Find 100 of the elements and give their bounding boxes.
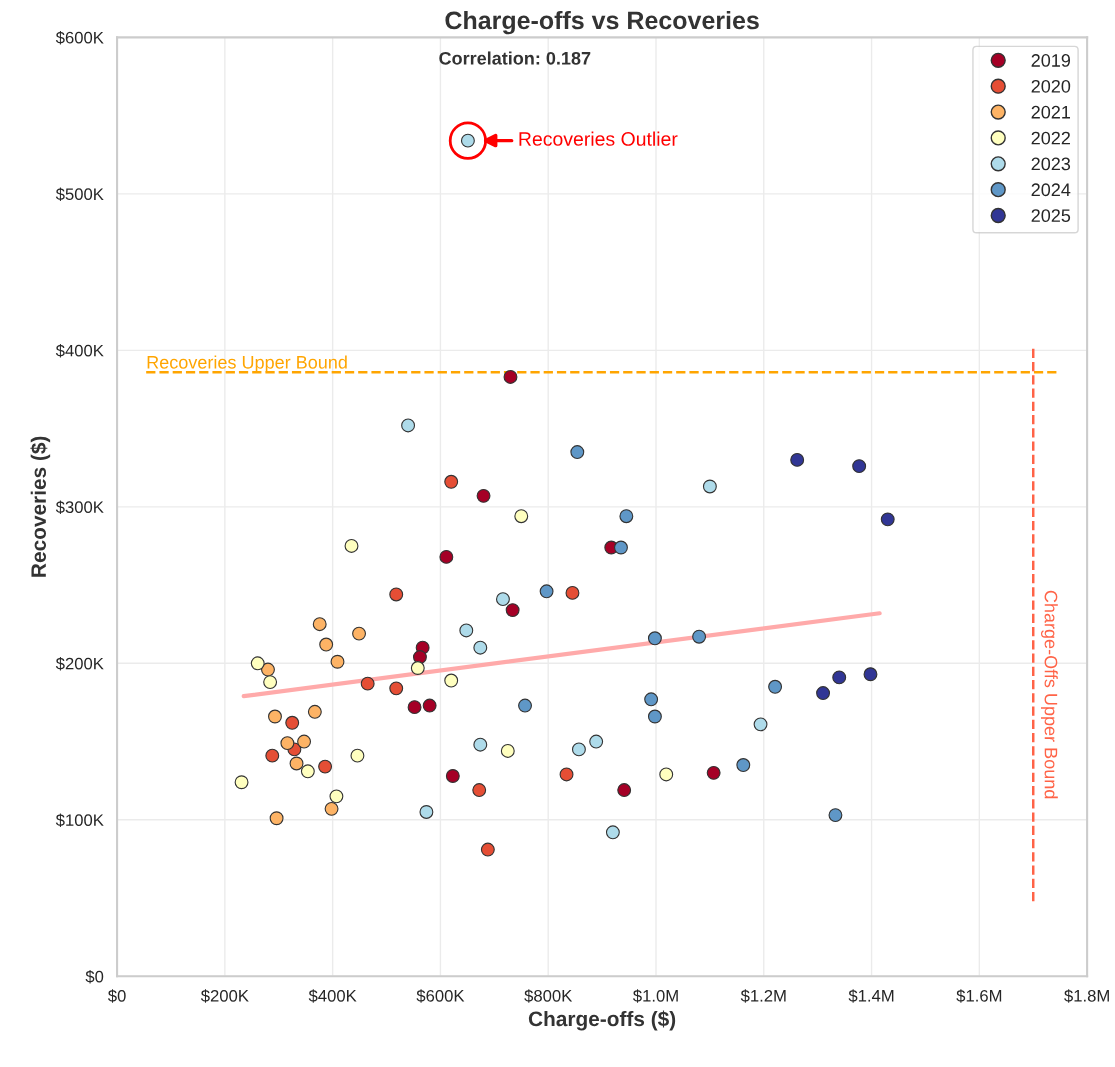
x-tick-label: $1.4M xyxy=(848,989,894,1003)
point xyxy=(500,743,515,758)
x-tick-label: $1.2M xyxy=(740,989,786,1003)
legend-label: 2025 xyxy=(1031,209,1071,223)
point xyxy=(280,736,295,751)
point xyxy=(250,656,265,671)
x-tick-label: $200K xyxy=(200,989,249,1003)
annotation: Recoveries Outlier xyxy=(519,131,678,146)
point xyxy=(319,637,334,652)
point xyxy=(505,603,520,618)
y-tick-label: $200K xyxy=(55,657,104,671)
legend-label: 2022 xyxy=(1031,131,1070,145)
x-tick-label: $1.0M xyxy=(633,989,678,1003)
point xyxy=(261,662,275,677)
y-tick-label: $600K xyxy=(55,31,104,45)
point xyxy=(570,445,585,460)
point xyxy=(571,742,586,757)
point xyxy=(444,673,459,688)
x-tick-label: $1.8M xyxy=(1064,989,1109,1003)
point xyxy=(614,540,628,555)
legend-label: 2024 xyxy=(1031,183,1071,197)
point xyxy=(289,756,304,771)
point xyxy=(617,783,632,798)
legend-label: 2019 xyxy=(1031,54,1071,67)
point xyxy=(495,592,510,607)
ref-line-label: Charge-Offs Upper Bound xyxy=(1040,590,1058,799)
point xyxy=(790,452,805,467)
point xyxy=(330,654,345,669)
point xyxy=(518,698,532,713)
point xyxy=(692,629,707,644)
y-tick-label: $0 xyxy=(85,970,104,984)
point xyxy=(832,670,847,685)
point xyxy=(410,661,425,675)
point xyxy=(389,587,404,602)
point xyxy=(828,808,843,823)
y-tick-label: $300K xyxy=(55,500,104,515)
point xyxy=(565,585,580,600)
point xyxy=(702,479,717,494)
x-tick-label: $0 xyxy=(107,989,126,1003)
point xyxy=(269,811,284,826)
point xyxy=(344,538,359,553)
point xyxy=(476,488,491,503)
legend-label: 2023 xyxy=(1031,157,1071,171)
point xyxy=(539,584,554,599)
y-tick-label: $100K xyxy=(55,813,104,828)
x-tick-label: $400K xyxy=(308,989,357,1003)
point xyxy=(480,842,495,857)
point xyxy=(300,764,315,779)
point xyxy=(352,626,367,641)
point xyxy=(473,640,488,655)
x-axis-title: Charge-offs ($) xyxy=(528,1010,676,1031)
point xyxy=(439,549,454,564)
point xyxy=(389,681,404,696)
point xyxy=(816,686,831,701)
point xyxy=(605,825,620,840)
point xyxy=(659,767,674,782)
point xyxy=(473,737,488,752)
point xyxy=(647,631,662,646)
point xyxy=(350,748,365,763)
y-axis-title: Recoveries ($) xyxy=(30,436,51,577)
point xyxy=(312,617,327,632)
point xyxy=(445,769,460,783)
point xyxy=(419,805,434,819)
point xyxy=(263,675,278,690)
point xyxy=(307,704,322,719)
point xyxy=(514,509,529,524)
y-tick-label: $400K xyxy=(55,344,104,358)
point xyxy=(324,801,339,816)
point xyxy=(265,748,280,763)
point xyxy=(753,717,768,732)
y-tick-label: $500K xyxy=(55,187,104,202)
point xyxy=(852,459,867,474)
point xyxy=(234,775,249,790)
point xyxy=(407,700,422,715)
point xyxy=(422,698,437,713)
point xyxy=(736,758,751,772)
point xyxy=(329,789,344,804)
point xyxy=(459,623,474,638)
point xyxy=(444,474,459,489)
legend-label: 2021 xyxy=(1031,105,1070,119)
point xyxy=(268,709,282,724)
point xyxy=(706,765,721,780)
point xyxy=(559,767,574,782)
legend-label: 2020 xyxy=(1031,79,1071,93)
point xyxy=(297,734,312,749)
x-tick-label: $600K xyxy=(416,989,465,1003)
point xyxy=(318,759,333,774)
point xyxy=(360,676,375,691)
annotation: Correlation: 0.187 xyxy=(439,51,591,65)
point xyxy=(880,512,895,527)
point xyxy=(644,692,659,707)
point xyxy=(589,734,604,749)
point xyxy=(472,783,487,798)
point xyxy=(619,509,634,524)
point xyxy=(401,418,416,433)
x-tick-label: $1.6M xyxy=(956,989,1002,1003)
chart-title: Charge-offs vs Recoveries xyxy=(445,10,759,35)
point xyxy=(647,709,662,724)
point xyxy=(768,679,783,694)
point xyxy=(285,715,300,730)
